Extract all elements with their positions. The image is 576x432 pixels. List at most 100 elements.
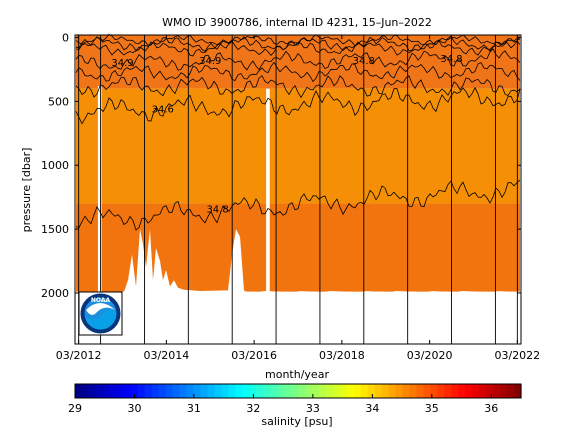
x-tick-label: 03/2012	[56, 349, 102, 362]
colorbar-cell	[186, 384, 195, 398]
colorbar-cell	[214, 384, 222, 398]
colorbar-cell	[339, 384, 348, 398]
noaa-logo: NOAA	[78, 291, 123, 336]
contour-label: 34.8	[353, 56, 375, 67]
colorbar-cell	[123, 384, 132, 398]
data-gap	[97, 86, 102, 344]
y-tick-label: 2000	[41, 287, 69, 300]
colorbar-tick-label: 31	[187, 402, 201, 415]
x-tick-label: 03/2014	[144, 349, 190, 362]
colorbar-cell	[298, 384, 306, 398]
contour-label: 34.9	[111, 58, 133, 69]
colorbar-cell	[423, 384, 432, 398]
colorbar-cell	[235, 384, 243, 398]
y-axis-label: pressure [dbar]	[20, 148, 33, 233]
plot-area: 34.9 34.9 34.6 34.8 34.8 34.8	[74, 33, 522, 345]
contour-349	[75, 48, 521, 71]
colorbar-cell	[493, 384, 501, 398]
colorbar-tick-label: 34	[365, 402, 379, 415]
contour-label: 34.8	[206, 205, 228, 216]
colorbar-cell	[165, 384, 174, 398]
colorbar-cell	[109, 384, 118, 398]
colorbar-cell	[193, 384, 202, 398]
colorbar-cell	[346, 384, 355, 398]
colorbar-cell	[472, 384, 480, 398]
colorbar-cell	[353, 384, 362, 398]
colorbar-tick-label: 32	[246, 402, 260, 415]
logo-text: NOAA	[91, 297, 111, 304]
colorbar-cell	[416, 384, 425, 398]
contour-label: 34.9	[199, 56, 221, 67]
colorbar-cell	[228, 384, 236, 398]
contour-348-upper	[75, 61, 521, 83]
colorbar-cell	[172, 384, 181, 398]
contour-346	[75, 86, 521, 125]
colorbar-cell	[144, 384, 153, 398]
y-axis: 0 500 1000 1500 2000	[41, 32, 521, 300]
colorbar-ticks: 29 30 31 32 33 34 35 36	[68, 394, 498, 415]
contour-label: 34.6	[152, 104, 174, 115]
no-data-bottom	[75, 229, 521, 344]
colorbar-cell	[381, 384, 390, 398]
colorbar-cell	[409, 384, 418, 398]
contour-labels: 34.9 34.9 34.6 34.8 34.8 34.8	[111, 54, 462, 216]
colorbar-cell	[263, 384, 271, 398]
logo-gull	[86, 303, 115, 315]
colorbar-cell	[465, 384, 473, 398]
colorbar-cell	[270, 384, 278, 398]
colorbar-cell	[402, 384, 411, 398]
field-deep-layer	[76, 88, 520, 204]
colorbar-cell	[325, 384, 334, 398]
salinity-field	[75, 34, 521, 344]
contour-label: 34.8	[440, 54, 462, 65]
y-tick-label: 1000	[41, 159, 69, 172]
x-axis-label: month/year	[265, 368, 329, 381]
colorbar-tick-label: 35	[425, 402, 439, 415]
colorbar-cell	[200, 384, 209, 398]
colorbar-cell	[277, 384, 285, 398]
x-tick-label: 03/2018	[319, 349, 365, 362]
plot-frame	[74, 34, 522, 345]
colorbar-cell	[256, 384, 264, 398]
colorbar-gradient	[75, 384, 522, 398]
colorbar-cell	[514, 384, 522, 398]
colorbar-cell	[311, 384, 320, 398]
colorbar-cell	[367, 384, 376, 398]
contour-347	[75, 75, 521, 99]
colorbar-cell	[158, 384, 167, 398]
colorbar-cell	[430, 384, 438, 398]
colorbar-tick-label: 30	[127, 402, 141, 415]
colorbar-cell	[249, 384, 257, 398]
colorbar-cell	[284, 384, 292, 398]
colorbar-cell	[130, 384, 139, 398]
colorbar-cell	[374, 384, 383, 398]
contour-surface	[75, 40, 521, 57]
colorbar-cell	[332, 384, 341, 398]
y-tick-label: 0	[62, 32, 69, 45]
colorbar-cell	[451, 384, 459, 398]
colorbar-cell	[221, 384, 229, 398]
colorbar-cell	[458, 384, 466, 398]
x-tick-label: 03/2016	[231, 349, 277, 362]
colorbar-cell	[116, 384, 125, 398]
colorbar-cell	[500, 384, 508, 398]
colorbar-cell	[360, 384, 369, 398]
colorbar-cell	[75, 384, 83, 398]
colorbar-cell	[242, 384, 250, 398]
colorbar-cell	[486, 384, 494, 398]
colorbar-cell	[95, 384, 104, 398]
colorbar-cell	[151, 384, 160, 398]
colorbar-label: salinity [psu]	[261, 415, 332, 428]
colorbar-cell	[88, 384, 97, 398]
y-tick-label: 1500	[41, 223, 69, 236]
colorbar-frame	[74, 383, 522, 399]
colorbar-cell	[102, 384, 111, 398]
contour-348-deep	[75, 179, 521, 231]
x-axis: 03/2012 03/2014 03/2016 03/2018 03/2020 03/20…	[56, 35, 540, 362]
x-tick-label: 03/2022	[494, 349, 540, 362]
colorbar-cell	[81, 384, 90, 398]
colorbar-tick-label: 29	[68, 402, 82, 415]
colorbar-tick-label: 33	[306, 402, 320, 415]
logo-ring	[80, 293, 121, 334]
